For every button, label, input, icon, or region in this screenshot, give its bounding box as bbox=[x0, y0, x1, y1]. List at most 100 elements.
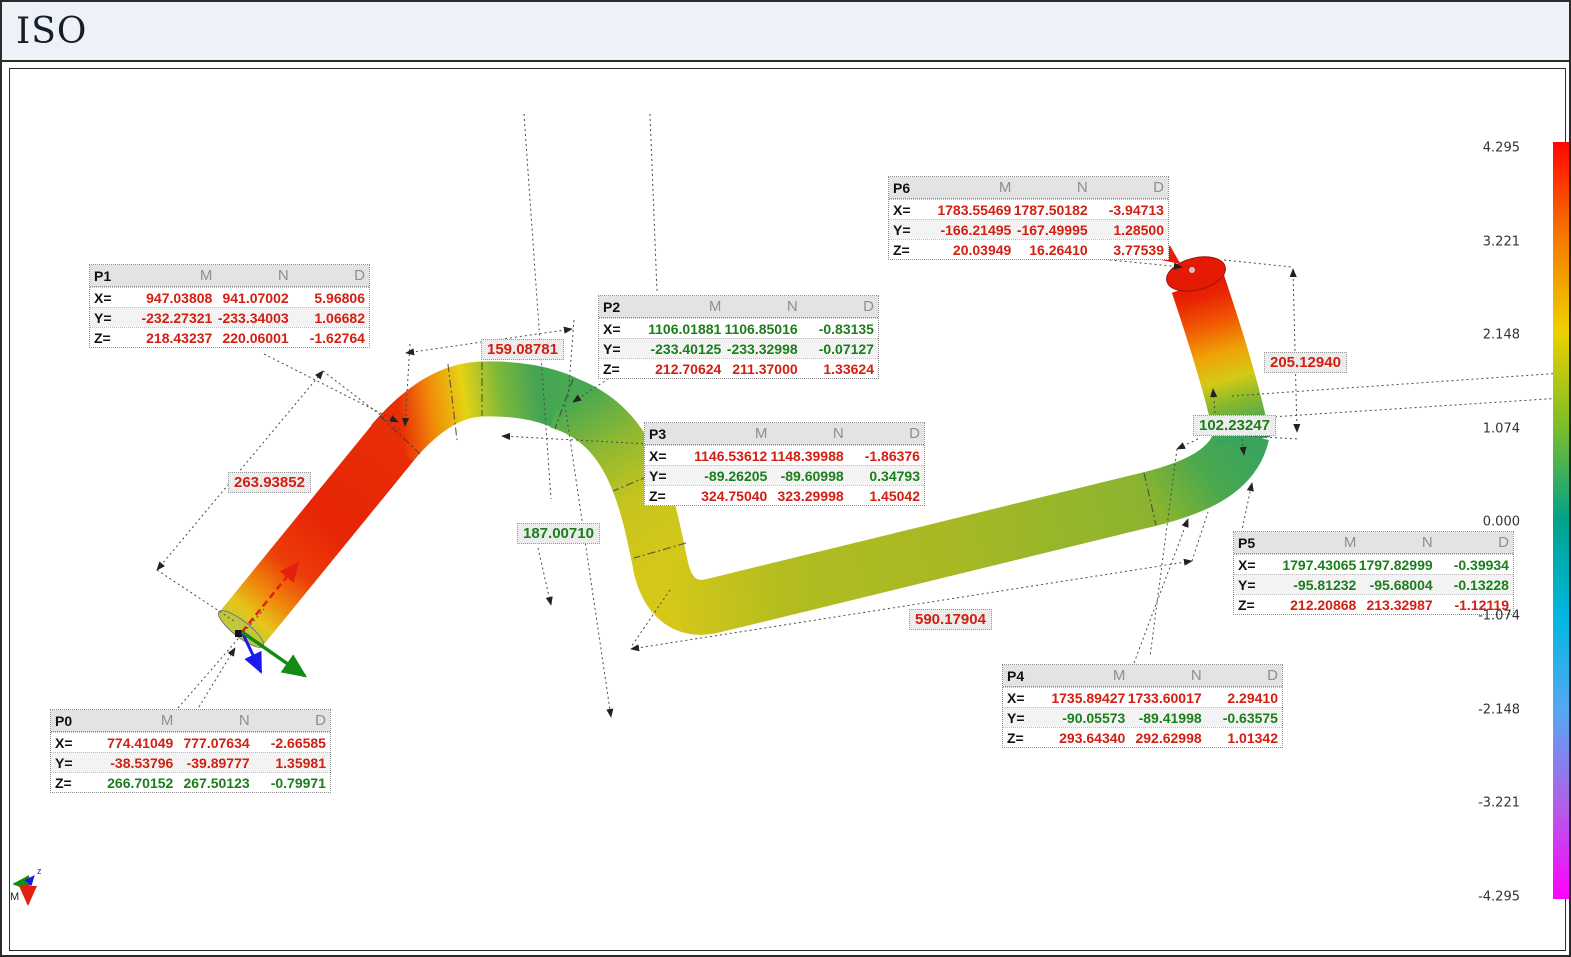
value-m: 1106.01881 bbox=[648, 320, 722, 337]
value-n: 323.29998 bbox=[777, 487, 844, 504]
dimension-label-590[interactable]: 590.17904 bbox=[909, 609, 992, 630]
column-header: M bbox=[1343, 534, 1357, 551]
table-header: P4 M N D bbox=[1003, 665, 1282, 687]
colorbar-tick: 4.295 bbox=[1482, 140, 1520, 156]
column-header: D bbox=[1498, 534, 1509, 551]
column-header: N bbox=[1421, 534, 1433, 551]
column-header: N bbox=[1076, 179, 1088, 196]
value-m: -95.81232 bbox=[1293, 576, 1357, 593]
value-d: -1.62764 bbox=[309, 329, 365, 346]
value-n: 1106.85016 bbox=[724, 320, 798, 337]
value-d: 1.01342 bbox=[1227, 729, 1278, 746]
colorbar-tick: 3.221 bbox=[1482, 234, 1520, 250]
value-m: -90.05573 bbox=[1062, 709, 1126, 726]
value-n: -89.60998 bbox=[780, 467, 844, 484]
axis-label: Y= bbox=[649, 467, 667, 484]
axis-label: Z= bbox=[603, 360, 620, 377]
value-d: 3.77539 bbox=[1113, 241, 1164, 258]
column-header: M bbox=[1112, 667, 1126, 684]
table-header: P6 M N D bbox=[889, 177, 1168, 199]
axis-label: X= bbox=[1238, 556, 1256, 573]
axis-label: Z= bbox=[893, 241, 910, 258]
value-d: -1.12119 bbox=[1454, 596, 1509, 613]
value-n: 211.37000 bbox=[732, 360, 798, 377]
column-header: D bbox=[315, 712, 326, 729]
point-table-p4[interactable]: P4 M N D X= 1735.89427 1733.60017 2.29410 Y= -90.… bbox=[1002, 664, 1283, 748]
value-m: 324.75040 bbox=[701, 487, 768, 504]
axis-label: Z= bbox=[1238, 596, 1255, 613]
value-n: 16.26410 bbox=[1029, 241, 1088, 258]
value-n: 1148.39988 bbox=[770, 447, 844, 464]
value-m: 947.03808 bbox=[146, 289, 213, 306]
table-row: Z= 266.70152 267.50123 -0.79971 bbox=[51, 772, 330, 792]
value-m: 20.03949 bbox=[952, 241, 1012, 258]
point-id: P6 bbox=[893, 179, 911, 196]
dimension-label-263[interactable]: 263.93852 bbox=[228, 472, 311, 493]
dimension-label-102[interactable]: 102.23247 bbox=[1193, 415, 1276, 436]
colorbar-tick: 1.074 bbox=[1482, 421, 1520, 437]
value-n: -95.68004 bbox=[1369, 576, 1433, 593]
value-n: 292.62998 bbox=[1135, 729, 1202, 746]
view-title-bar: ISO bbox=[2, 2, 1569, 62]
value-d: 0.34793 bbox=[869, 467, 920, 484]
point-id: P0 bbox=[55, 712, 73, 729]
table-row: Z= 212.70624 211.37000 1.33624 bbox=[599, 358, 878, 378]
value-m: 1783.55469 bbox=[937, 201, 1012, 218]
value-n: 1797.82999 bbox=[1358, 556, 1433, 573]
table-row: Y= -166.21495 -167.49995 1.28500 bbox=[889, 219, 1168, 239]
column-header: N bbox=[277, 267, 289, 284]
table-row: X= 1797.43065 1797.82999 -0.39934 bbox=[1234, 554, 1513, 574]
colorbar-tick: -3.221 bbox=[1478, 795, 1520, 811]
axis-label: Y= bbox=[1238, 576, 1256, 593]
point-id: P2 bbox=[603, 298, 621, 315]
colorbar-tick: -1.074 bbox=[1478, 608, 1520, 624]
value-m: 1797.43065 bbox=[1282, 556, 1357, 573]
axis-label: Z= bbox=[1007, 729, 1024, 746]
dimension-label-159[interactable]: 159.08781 bbox=[481, 339, 564, 360]
axis-label: Y= bbox=[94, 309, 112, 326]
value-d: 1.06682 bbox=[314, 309, 365, 326]
table-row: Y= -89.26205 -89.60998 0.34793 bbox=[645, 465, 924, 485]
value-n: -233.32998 bbox=[726, 340, 798, 357]
axis-label: X= bbox=[55, 734, 73, 751]
column-header: N bbox=[1190, 667, 1202, 684]
axis-label: Y= bbox=[1007, 709, 1025, 726]
table-row: Z= 218.43237 220.06001 -1.62764 bbox=[90, 327, 369, 347]
dimension-label-187[interactable]: 187.00710 bbox=[517, 523, 600, 544]
value-m: 774.41049 bbox=[107, 734, 174, 751]
value-d: 1.45042 bbox=[869, 487, 920, 504]
value-n: 267.50123 bbox=[183, 774, 250, 791]
point-table-p3[interactable]: P3 M N D X= 1146.53612 1148.39988 -1.86376 Y= -89… bbox=[644, 422, 925, 506]
column-header: M bbox=[754, 425, 768, 442]
table-header: P3 M N D bbox=[645, 423, 924, 445]
table-row: X= 774.41049 777.07634 -2.66585 bbox=[51, 732, 330, 752]
value-d: -2.66585 bbox=[270, 734, 326, 751]
value-m: 1735.89427 bbox=[1051, 689, 1126, 706]
point-table-p5[interactable]: P5 M N D X= 1797.43065 1797.82999 -0.39934 Y= -95… bbox=[1233, 531, 1514, 615]
column-header: D bbox=[1267, 667, 1278, 684]
value-m: -232.27321 bbox=[141, 309, 213, 326]
axis-label: X= bbox=[893, 201, 911, 218]
column-header: M bbox=[708, 298, 722, 315]
point-table-p2[interactable]: P2 M N D X= 1106.01881 1106.85016 -0.83135 Y= -23… bbox=[598, 295, 879, 379]
value-n: -167.49995 bbox=[1016, 221, 1088, 238]
table-row: Z= 293.64340 292.62998 1.01342 bbox=[1003, 727, 1282, 747]
view-title: ISO bbox=[16, 10, 88, 52]
value-n: 777.07634 bbox=[183, 734, 250, 751]
dimension-label-205[interactable]: 205.12940 bbox=[1264, 352, 1347, 373]
point-table-p6[interactable]: P6 M N D X= 1783.55469 1787.50182 -3.94713 Y= -16… bbox=[888, 176, 1169, 260]
value-d: -0.07127 bbox=[818, 340, 874, 357]
value-m: -233.40125 bbox=[650, 340, 722, 357]
value-n: -39.89777 bbox=[186, 754, 250, 771]
point-table-p1[interactable]: P1 M N D X= 947.03808 941.07002 5.96806 Y= -232.2… bbox=[89, 264, 370, 348]
point-id: P1 bbox=[94, 267, 112, 284]
table-header: P0 M N D bbox=[51, 710, 330, 732]
point-id: P4 bbox=[1007, 667, 1025, 684]
value-m: -89.26205 bbox=[704, 467, 768, 484]
viewport-3d[interactable] bbox=[9, 68, 1566, 951]
point-table-p0[interactable]: P0 M N D X= 774.41049 777.07634 -2.66585 Y= -38.5… bbox=[50, 709, 331, 793]
value-d: -0.79971 bbox=[270, 774, 326, 791]
table-row: Y= -232.27321 -233.34003 1.06682 bbox=[90, 307, 369, 327]
value-d: -0.83135 bbox=[818, 320, 874, 337]
